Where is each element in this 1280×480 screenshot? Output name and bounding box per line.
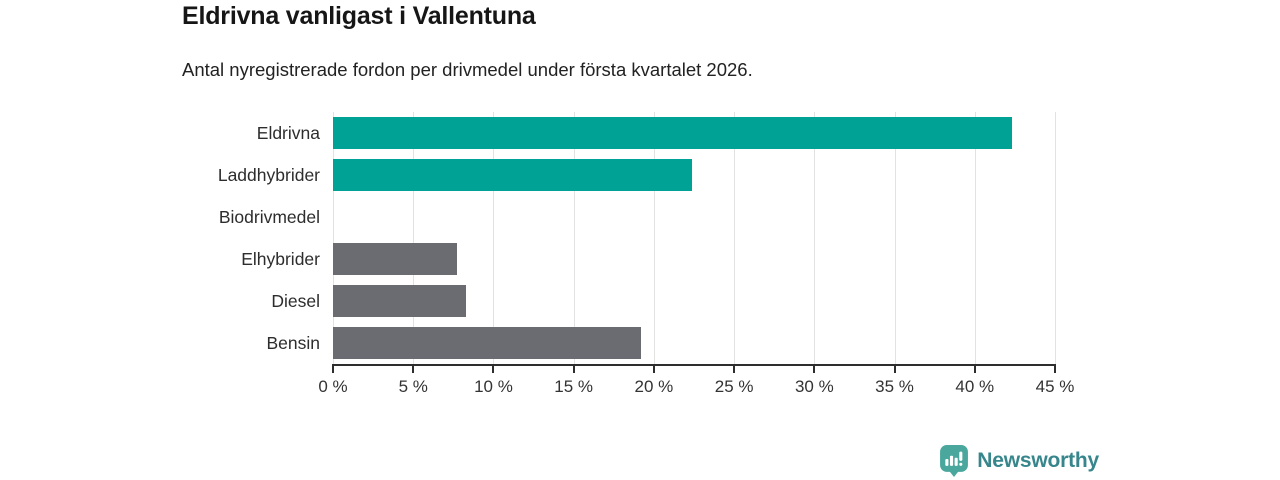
x-tick-mark — [332, 366, 334, 373]
gridline — [573, 112, 575, 364]
x-tick-label: 45 % — [1035, 377, 1075, 396]
gridline — [814, 112, 816, 364]
logo-bar-2 — [950, 455, 954, 466]
gridline — [413, 112, 415, 364]
bar-row — [333, 154, 1055, 196]
logo-bar-3 — [954, 457, 959, 466]
x-tick-mark — [733, 366, 736, 373]
bar-row — [333, 238, 1055, 280]
bar — [333, 243, 457, 275]
x-tick-mark — [1054, 366, 1056, 373]
category-labels: Eldrivna Laddhybrider Biodrivmedel Elhybrid… — [182, 112, 333, 408]
plot-area — [333, 112, 1056, 364]
x-tick-mark — [652, 366, 655, 373]
bar-row — [333, 280, 1055, 322]
bar-row — [333, 196, 1055, 238]
gridline — [974, 112, 976, 364]
gridline — [894, 112, 896, 364]
plot-column: 0 % 5 % 10 % 15 % 20 % 25 % 30 % 35 % 40 % 45 % — [318, 112, 1074, 408]
logo-pin-shape — [940, 445, 969, 477]
bar-chart: Eldrivna Laddhybrider Biodrivmedel Elhybrid… — [182, 112, 1074, 408]
x-tick-label: 25 % — [714, 377, 754, 396]
newsworthy-logo: Newsworthy — [940, 445, 1099, 477]
bar — [333, 327, 642, 359]
x-axis-line — [332, 364, 1056, 366]
x-tick-mark — [572, 366, 575, 373]
bar — [333, 117, 1012, 149]
gridline — [734, 112, 736, 364]
x-tick-label: 35 % — [875, 377, 914, 396]
x-tick-label: 20 % — [634, 377, 674, 396]
logo-exclamation-dot — [959, 462, 963, 466]
x-tick-mark — [973, 366, 976, 373]
category-label: Bensin — [266, 332, 320, 353]
x-tick-label: 10 % — [474, 377, 513, 396]
x-axis: 0 % 5 % 10 % 15 % 20 % 25 % 30 % 35 % 40 % 45 % — [318, 364, 1074, 408]
newsworthy-wordmark: Newsworthy — [977, 449, 1099, 472]
gridline — [493, 112, 495, 364]
bar-row — [333, 322, 1055, 364]
x-tick-label: 5 % — [398, 377, 428, 396]
x-axis-ticks: 0 % 5 % 10 % 15 % 20 % 25 % 30 % 35 % 40 % 45 % — [318, 366, 1074, 408]
bar-rows — [333, 112, 1055, 364]
gridline — [333, 112, 334, 364]
logo-bar-1 — [945, 459, 949, 466]
gridline — [653, 112, 655, 364]
category-label: Biodrivmedel — [218, 206, 320, 227]
gridline — [1055, 112, 1056, 364]
x-tick-mark — [412, 366, 415, 373]
chart-title: Eldrivna vanligast i Vallentuna — [182, 2, 536, 30]
bar — [333, 159, 693, 191]
x-tick-label: 15 % — [554, 377, 594, 396]
category-label: Diesel — [271, 290, 320, 311]
bar — [333, 285, 467, 317]
logo-exclamation-bar — [959, 451, 963, 461]
newsworthy-pin-chart-icon — [940, 445, 969, 477]
bar-row — [333, 112, 1055, 154]
chart-subtitle: Antal nyregistrerade fordon per drivmede… — [182, 59, 753, 80]
x-tick-label: 40 % — [955, 377, 995, 396]
x-tick-mark — [893, 366, 896, 373]
x-tick-label: 30 % — [794, 377, 834, 396]
category-label: Eldrivna — [256, 122, 320, 143]
x-tick-label: 0 % — [318, 377, 348, 396]
category-label: Elhybrider — [241, 248, 320, 269]
x-tick-mark — [813, 366, 816, 373]
x-tick-mark — [492, 366, 495, 373]
category-label: Laddhybrider — [217, 164, 320, 185]
